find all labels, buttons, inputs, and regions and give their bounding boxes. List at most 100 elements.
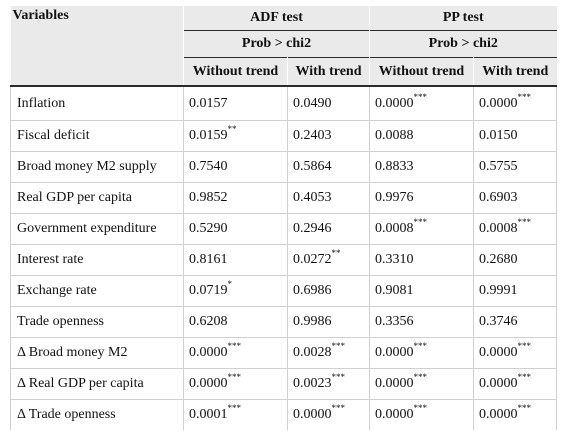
cell-pp-with-trend: 0.2680 (473, 244, 558, 276)
table-row: Exchange rate 0.0719* 0.6986 0.9081 0.9991 (10, 275, 558, 307)
cell-variable-value: Δ Trade openness (17, 407, 116, 422)
cell-pp-without-trend-value: 0.0008 (375, 221, 414, 236)
cell-pp-with-trend-value: 0.5755 (479, 159, 518, 174)
significance-marker: *** (413, 403, 428, 414)
cell-pp-with-trend: 0.9991 (473, 275, 558, 307)
significance-marker: *** (413, 372, 428, 383)
cell-pp-without-trend: 0.0000*** (369, 337, 474, 369)
cell-adf-without-trend-value: 0.6208 (189, 314, 228, 329)
cell-variable: Trade openness (10, 306, 184, 338)
significance-marker: *** (517, 403, 532, 414)
cell-adf-with-trend-value: 0.0000 (293, 407, 332, 422)
cell-variable: Interest rate (10, 244, 184, 276)
cell-adf-without-trend-value: 0.0157 (189, 95, 228, 111)
cell-pp-with-trend: 0.0008*** (473, 213, 558, 245)
header-adf-prob: Prob > chi2 (183, 30, 370, 58)
cell-adf-with-trend-value: 0.5864 (293, 159, 332, 174)
cell-pp-without-trend-value: 0.0000 (375, 345, 414, 360)
cell-pp-without-trend: 0.9976 (369, 182, 474, 214)
cell-adf-without-trend: 0.0000*** (183, 368, 288, 400)
cell-adf-without-trend-value: 0.0000 (189, 376, 228, 391)
cell-pp-without-trend-value: 0.0088 (375, 128, 414, 143)
cell-variable-value: Δ Real GDP per capita (17, 376, 144, 391)
significance-marker: *** (413, 217, 428, 228)
cell-adf-without-trend: 0.9852 (183, 182, 288, 214)
header-adf-with-trend: With trend (287, 57, 370, 87)
cell-variable-value: Real GDP per capita (17, 190, 132, 205)
cell-adf-with-trend-value: 0.4053 (293, 190, 332, 205)
significance-marker: *** (517, 91, 532, 102)
cell-adf-with-trend-value: 0.2946 (293, 221, 332, 236)
cell-adf-without-trend-value: 0.5290 (189, 221, 228, 236)
cell-adf-with-trend-value: 0.0272 (293, 252, 332, 267)
cell-pp-without-trend: 0.9081 (369, 275, 474, 307)
cell-adf-with-trend: 0.0272** (287, 244, 370, 276)
cell-variable-value: Government expenditure (17, 221, 157, 236)
cell-variable: Δ Real GDP per capita (10, 368, 184, 400)
cell-adf-without-trend-value: 0.0001 (189, 407, 228, 422)
cell-variable: Exchange rate (10, 275, 184, 307)
significance-marker: *** (413, 91, 428, 102)
significance-marker: ** (331, 248, 341, 259)
cell-adf-with-trend: 0.0023*** (287, 368, 370, 400)
significance-marker: *** (227, 341, 242, 352)
header-adf-without-trend: Without trend (183, 57, 288, 87)
header-pp-with-trend: With trend (473, 57, 557, 87)
cell-variable-value: Interest rate (17, 252, 84, 267)
cell-adf-with-trend-value: 0.9986 (293, 314, 332, 329)
significance-marker: *** (413, 341, 428, 352)
significance-marker: *** (331, 403, 346, 414)
cell-adf-with-trend-value: 0.0490 (293, 95, 332, 111)
cell-pp-with-trend-value: 0.0000 (479, 345, 518, 360)
cell-adf-with-trend: 0.0490 (287, 86, 370, 121)
cell-adf-without-trend-value: 0.7540 (189, 159, 228, 174)
cell-pp-with-trend-value: 0.0150 (479, 128, 518, 143)
cell-adf-with-trend: 0.2946 (287, 213, 370, 245)
cell-pp-without-trend: 0.0088 (369, 120, 474, 152)
cell-pp-without-trend: 0.0000*** (369, 399, 474, 430)
table-row: Δ Real GDP per capita 0.0000*** 0.0023*** 0… (10, 368, 558, 400)
cell-variable: Δ Trade openness (10, 399, 184, 430)
cell-variable: Fiscal deficit (10, 120, 184, 152)
cell-pp-with-trend-value: 0.9991 (479, 283, 518, 298)
cell-adf-without-trend-value: 0.0159 (189, 128, 228, 143)
header-pp-test: PP test (369, 6, 557, 31)
significance-marker: * (227, 279, 233, 290)
cell-adf-without-trend: 0.0719* (183, 275, 288, 307)
cell-pp-without-trend-value: 0.9976 (375, 190, 414, 205)
header-pp-prob: Prob > chi2 (369, 30, 557, 58)
cell-pp-without-trend-value: 0.8833 (375, 159, 414, 174)
cell-pp-with-trend: 0.0000*** (473, 399, 558, 430)
cell-pp-with-trend: 0.0000*** (473, 368, 558, 400)
cell-adf-with-trend: 0.2403 (287, 120, 370, 152)
cell-pp-with-trend-value: 0.0000 (479, 376, 518, 391)
cell-pp-without-trend: 0.0000*** (369, 368, 474, 400)
cell-pp-without-trend: 0.3356 (369, 306, 474, 338)
table-header: Variables ADF test PP test Prob > chi2 P… (10, 6, 557, 87)
cell-adf-with-trend-value: 0.2403 (293, 128, 332, 143)
cell-variable: Inflation (10, 86, 184, 121)
cell-adf-without-trend: 0.0159** (183, 120, 288, 152)
cell-adf-without-trend-value: 0.0719 (189, 283, 228, 298)
cell-variable-value: Inflation (17, 95, 66, 111)
header-pp-without-trend: Without trend (369, 57, 474, 87)
cell-pp-without-trend-value: 0.3310 (375, 252, 414, 267)
cell-variable-value: Exchange rate (17, 283, 97, 298)
significance-marker: *** (227, 372, 242, 383)
table-row: Inflation 0.0157 0.0490 0.0000*** 0.0000*** (10, 86, 558, 121)
cell-adf-without-trend-value: 0.8161 (189, 252, 228, 267)
cell-pp-without-trend: 0.3310 (369, 244, 474, 276)
table-row: Fiscal deficit 0.0159** 0.2403 0.0088 0.0150 (10, 120, 558, 152)
cell-adf-with-trend-value: 0.0028 (293, 345, 332, 360)
cell-adf-with-trend: 0.9986 (287, 306, 370, 338)
table-row: Interest rate 0.8161 0.0272** 0.3310 0.2680 (10, 244, 558, 276)
cell-pp-without-trend-value: 0.0000 (375, 407, 414, 422)
header-variables: Variables (10, 6, 184, 87)
cell-pp-with-trend-value: 0.0000 (479, 95, 518, 111)
table-row: Δ Broad money M2 0.0000*** 0.0028*** 0.0000… (10, 337, 558, 369)
cell-pp-without-trend-value: 0.9081 (375, 283, 414, 298)
cell-adf-without-trend: 0.5290 (183, 213, 288, 245)
cell-adf-without-trend: 0.0001*** (183, 399, 288, 430)
significance-marker: *** (331, 372, 346, 383)
cell-variable: Δ Broad money M2 (10, 337, 184, 369)
